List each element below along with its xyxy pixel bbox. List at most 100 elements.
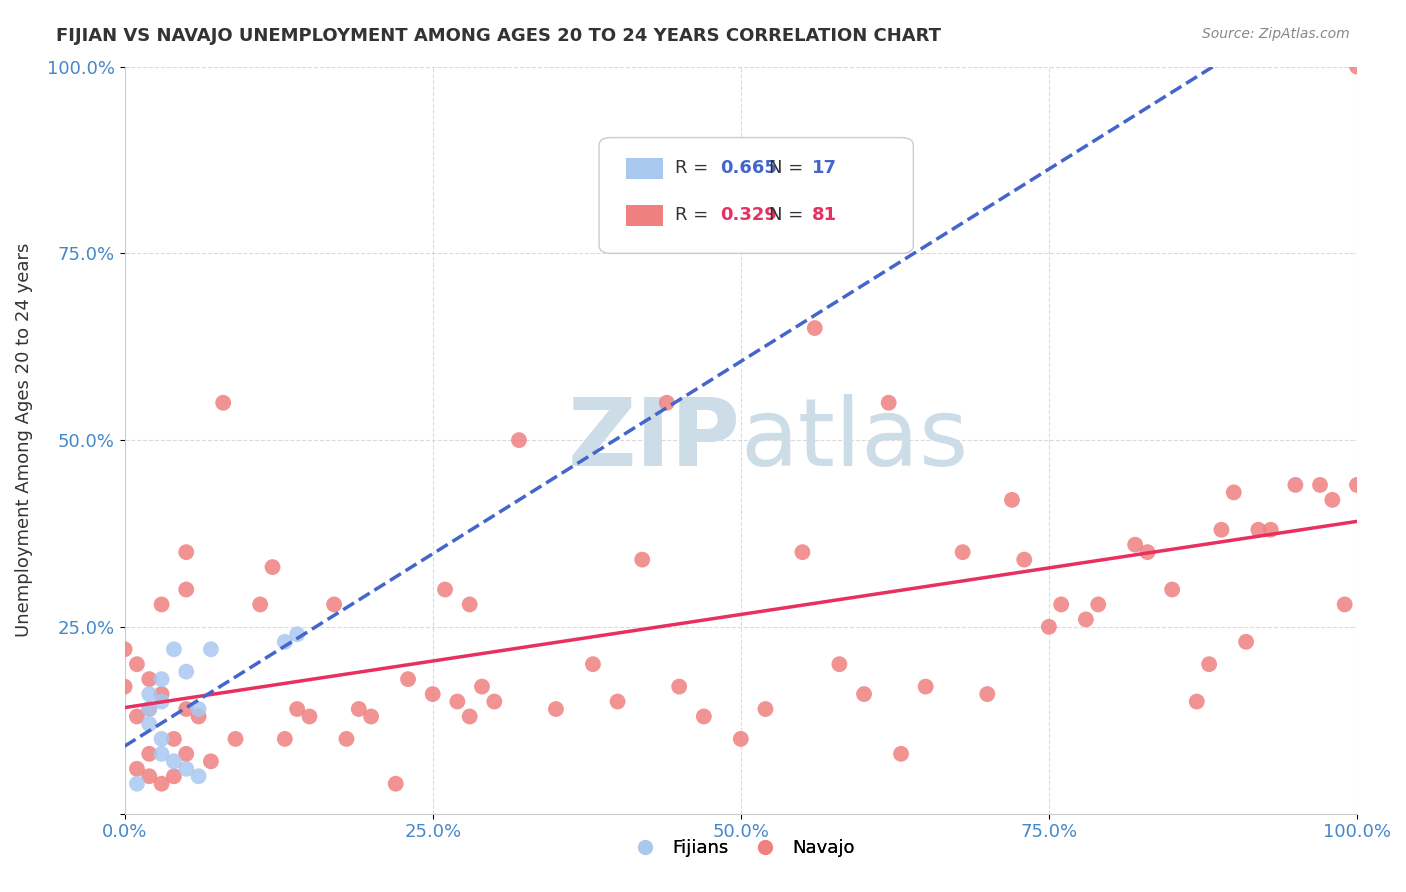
Point xyxy=(274,731,297,746)
Text: ZIP: ZIP xyxy=(568,394,741,486)
Text: N =: N = xyxy=(769,159,808,178)
Point xyxy=(138,702,160,716)
Point xyxy=(668,680,690,694)
Point xyxy=(114,680,136,694)
Point xyxy=(853,687,876,701)
Point xyxy=(187,769,209,783)
Point xyxy=(347,702,370,716)
Point xyxy=(1346,478,1368,492)
Text: Source: ZipAtlas.com: Source: ZipAtlas.com xyxy=(1202,27,1350,41)
Point xyxy=(125,777,148,791)
Point xyxy=(138,769,160,783)
Text: R =: R = xyxy=(675,159,714,178)
Point xyxy=(730,731,752,746)
Point xyxy=(384,777,406,791)
Point xyxy=(1074,612,1097,626)
Point xyxy=(150,672,173,686)
Point xyxy=(631,552,654,566)
Point xyxy=(1161,582,1184,597)
Point xyxy=(1123,538,1146,552)
Point xyxy=(396,672,419,686)
Point xyxy=(458,709,481,723)
Point xyxy=(163,642,186,657)
Point xyxy=(828,657,851,672)
Point xyxy=(212,396,235,410)
Text: 0.329: 0.329 xyxy=(720,206,776,224)
Legend: Fijians, Navajo: Fijians, Navajo xyxy=(620,832,862,864)
Point xyxy=(114,642,136,657)
Point xyxy=(458,598,481,612)
Point xyxy=(1198,657,1220,672)
Point xyxy=(225,731,247,746)
Point xyxy=(484,694,506,708)
Point xyxy=(582,657,605,672)
Point xyxy=(1309,478,1331,492)
Point xyxy=(1346,60,1368,74)
Point xyxy=(150,731,173,746)
Point xyxy=(422,687,444,701)
Point xyxy=(1185,694,1208,708)
Point xyxy=(952,545,974,559)
Text: 17: 17 xyxy=(813,159,838,178)
Point xyxy=(446,694,468,708)
Point xyxy=(138,672,160,686)
Point xyxy=(174,762,197,776)
Point xyxy=(976,687,998,701)
Point xyxy=(606,694,628,708)
Text: 0.665: 0.665 xyxy=(720,159,776,178)
Point xyxy=(1222,485,1244,500)
Point xyxy=(138,687,160,701)
Point xyxy=(163,731,186,746)
Point xyxy=(471,680,494,694)
Point xyxy=(434,582,457,597)
Text: 81: 81 xyxy=(813,206,838,224)
Point xyxy=(754,702,776,716)
Point xyxy=(1284,478,1306,492)
Point xyxy=(1211,523,1233,537)
Point xyxy=(150,777,173,791)
Point xyxy=(1087,598,1109,612)
Point xyxy=(890,747,912,761)
Point xyxy=(285,627,308,641)
Point xyxy=(544,702,567,716)
Point xyxy=(174,582,197,597)
Point xyxy=(150,687,173,701)
Point xyxy=(1012,552,1035,566)
Point xyxy=(187,702,209,716)
Point xyxy=(1038,620,1060,634)
Bar xyxy=(626,158,664,178)
Text: FIJIAN VS NAVAJO UNEMPLOYMENT AMONG AGES 20 TO 24 YEARS CORRELATION CHART: FIJIAN VS NAVAJO UNEMPLOYMENT AMONG AGES… xyxy=(56,27,941,45)
Point xyxy=(150,598,173,612)
Point xyxy=(1333,598,1355,612)
Point xyxy=(298,709,321,723)
Point xyxy=(150,694,173,708)
Point xyxy=(274,634,297,648)
Point xyxy=(163,754,186,768)
Point xyxy=(1136,545,1159,559)
Point xyxy=(1001,492,1024,507)
Point xyxy=(693,709,716,723)
Point xyxy=(138,702,160,716)
Y-axis label: Unemployment Among Ages 20 to 24 years: Unemployment Among Ages 20 to 24 years xyxy=(15,243,32,637)
Point xyxy=(1050,598,1073,612)
Point xyxy=(138,747,160,761)
Point xyxy=(1234,634,1257,648)
Point xyxy=(174,545,197,559)
Point xyxy=(125,762,148,776)
Point xyxy=(125,657,148,672)
Text: R =: R = xyxy=(675,206,714,224)
Point xyxy=(335,731,357,746)
Point xyxy=(792,545,814,559)
Point xyxy=(655,396,678,410)
Point xyxy=(163,769,186,783)
Point xyxy=(1247,523,1270,537)
Point xyxy=(360,709,382,723)
Point xyxy=(200,642,222,657)
Point xyxy=(138,717,160,731)
Point xyxy=(174,747,197,761)
Point xyxy=(200,754,222,768)
Point xyxy=(1260,523,1282,537)
Point xyxy=(174,702,197,716)
Point xyxy=(174,665,197,679)
Point xyxy=(285,702,308,716)
